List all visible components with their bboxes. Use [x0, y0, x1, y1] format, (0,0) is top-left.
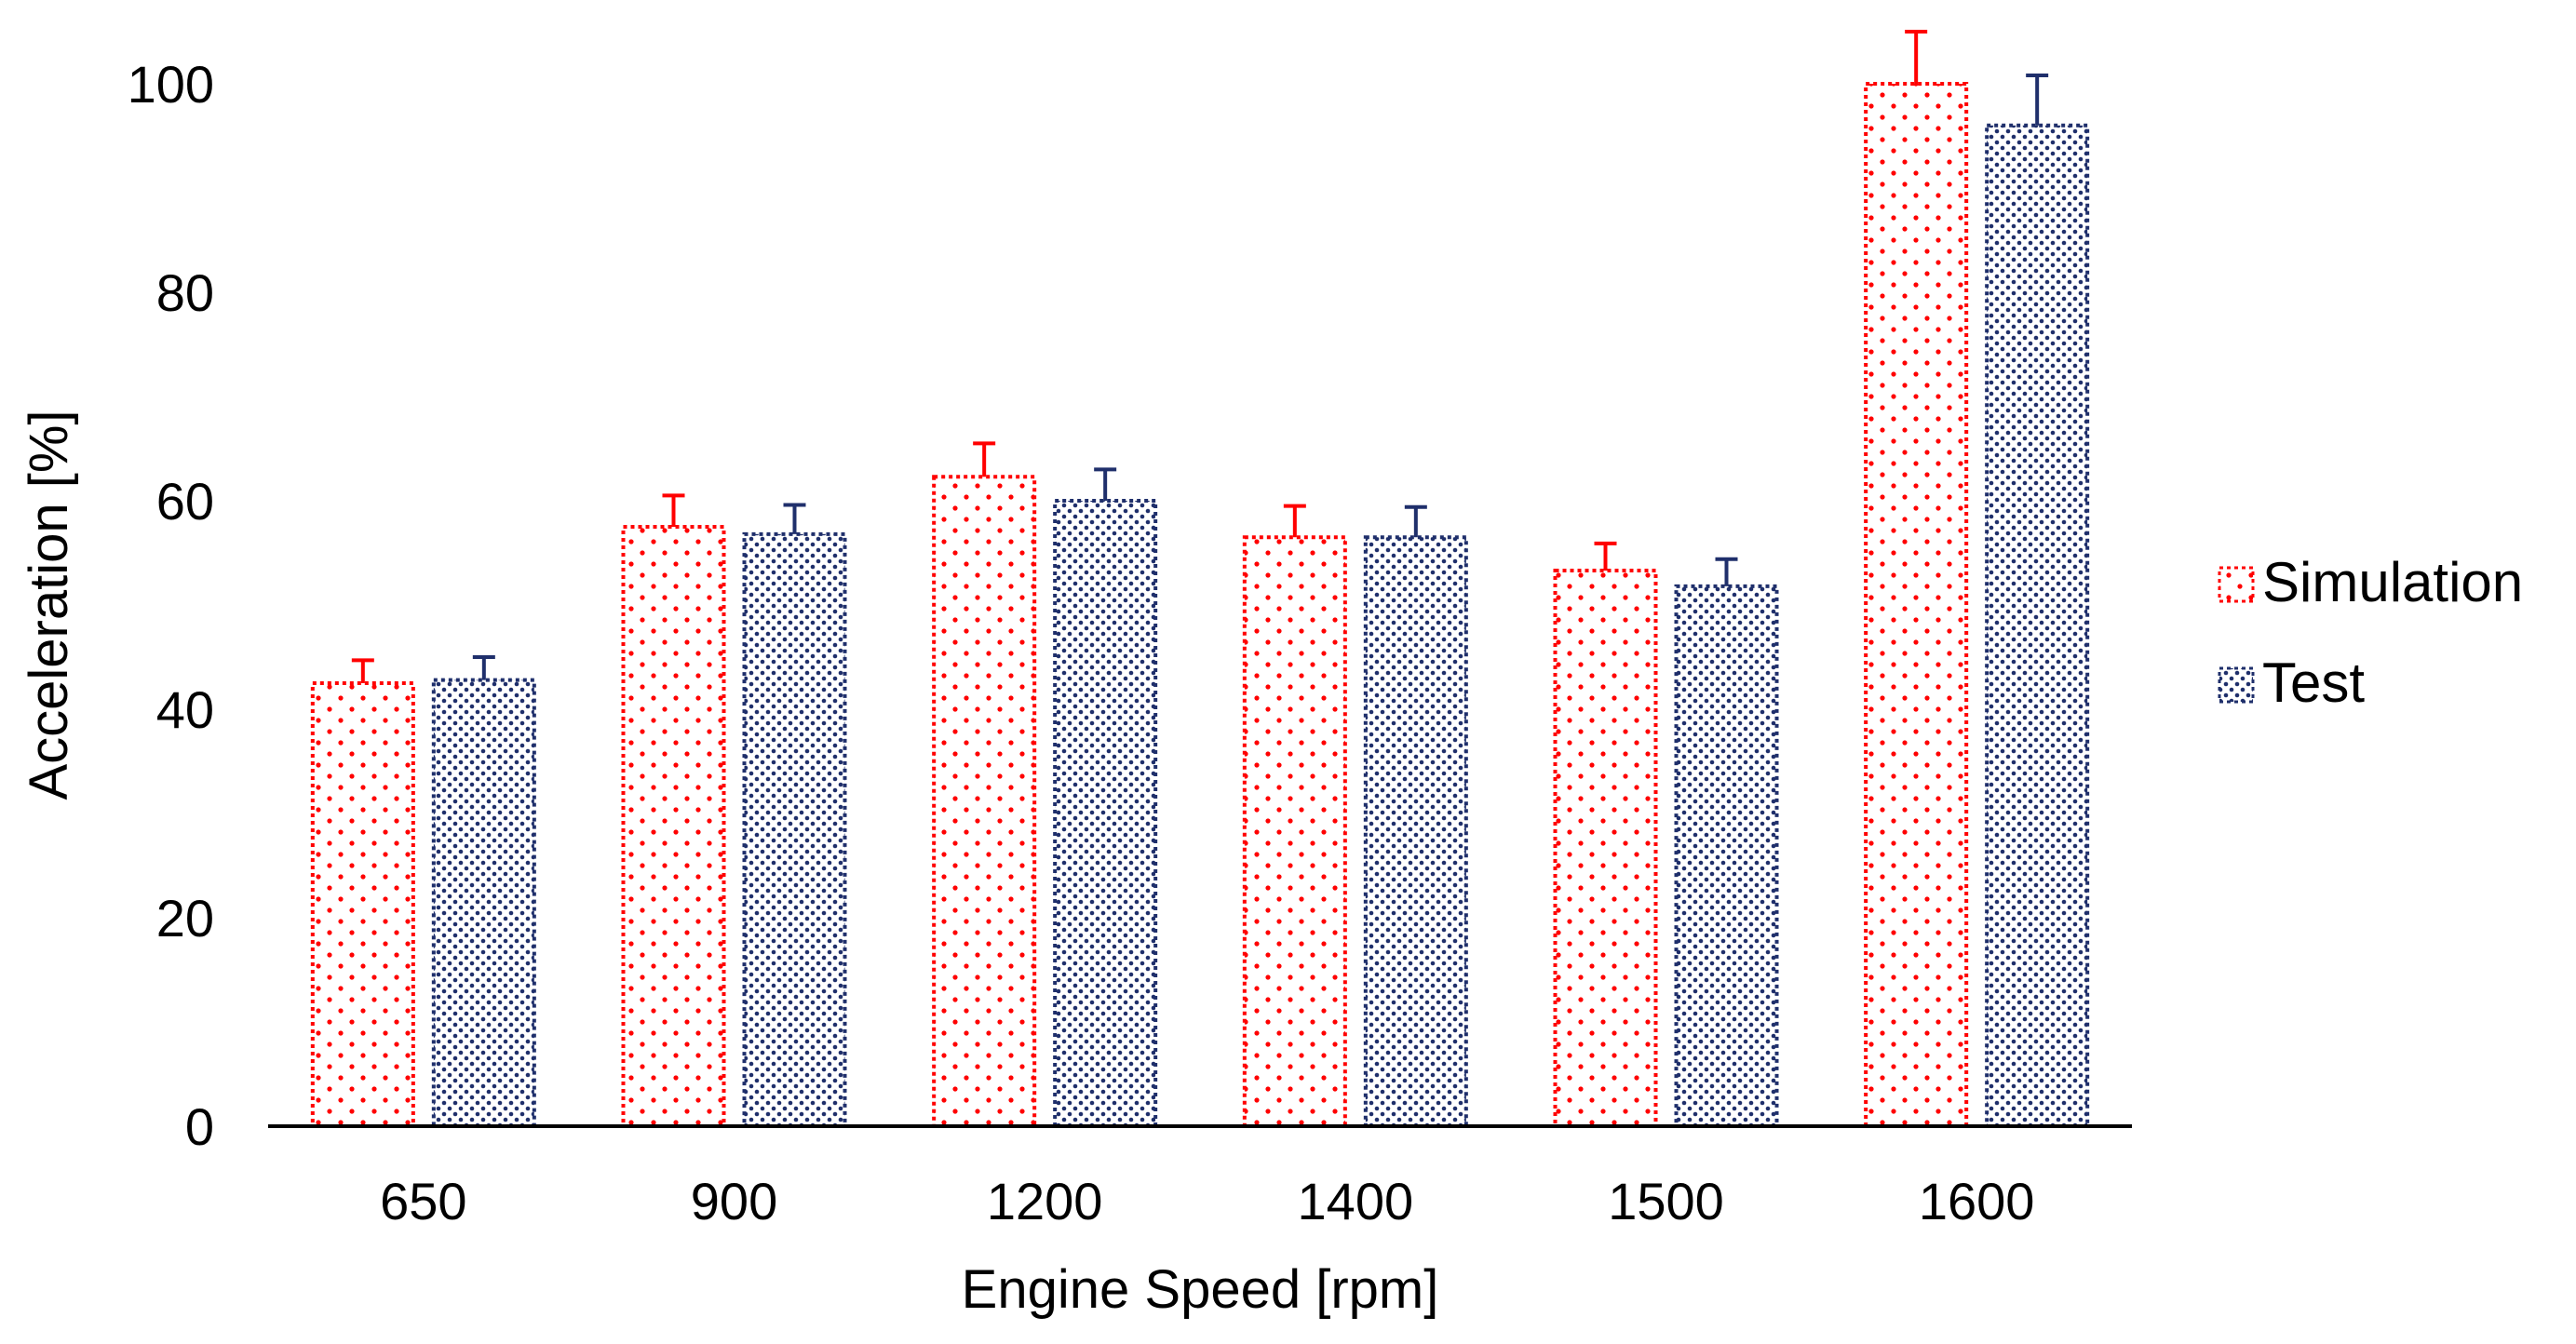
x-axis-title: Engine Speed [rpm]: [962, 1259, 1439, 1320]
y-tick-label: 60: [156, 472, 214, 531]
bar-test-1600: [1985, 123, 2090, 1128]
x-tick-label: 1600: [1919, 1172, 2035, 1230]
bar-test-1400: [1363, 535, 1468, 1128]
y-tick-label: 80: [156, 263, 214, 322]
error-bar-simulation-1500: [1594, 541, 1617, 571]
x-axis-ticks: 650 900 1200 1400 1500 1600: [380, 1172, 2034, 1230]
bar-simulation-1600: [1864, 82, 1969, 1128]
legend-swatch-simulation: [2218, 566, 2255, 603]
bar-simulation-1200: [932, 475, 1037, 1128]
y-axis-title: Acceleration [%]: [19, 410, 79, 800]
y-tick-label: 100: [128, 55, 214, 114]
legend-label-test: Test: [2262, 652, 2365, 714]
error-bar-test-1600: [2026, 74, 2049, 126]
error-bar-simulation-900: [662, 493, 685, 527]
bar-test-1500: [1674, 584, 1779, 1128]
x-tick-label: 1500: [1608, 1172, 1724, 1230]
y-tick-label: 40: [156, 680, 214, 739]
x-tick-label: 900: [691, 1172, 777, 1230]
error-bar-simulation-1400: [1283, 504, 1306, 538]
bar-test-900: [742, 531, 847, 1128]
error-bar-test-900: [783, 503, 806, 534]
bar-test-650: [431, 678, 536, 1128]
bar-simulation-900: [621, 525, 726, 1128]
error-bar-test-1200: [1094, 467, 1117, 501]
error-bar-simulation-1600: [1905, 30, 1928, 84]
bar-simulation-1500: [1553, 569, 1658, 1128]
legend-label-simulation: Simulation: [2262, 551, 2523, 613]
x-tick-label: 650: [380, 1172, 466, 1230]
legend: Simulation Test: [2218, 551, 2523, 714]
bar-test-1200: [1053, 499, 1158, 1128]
bar-simulation-1400: [1242, 535, 1347, 1128]
x-tick-label: 1200: [987, 1172, 1103, 1230]
y-tick-label: 20: [156, 889, 214, 948]
y-axis-ticks: 0 20 40 60 80 100: [128, 55, 214, 1156]
legend-swatch-test: [2218, 666, 2255, 704]
error-bar-test-650: [472, 655, 495, 680]
error-bars-layer: [351, 30, 2049, 683]
error-bar-test-1400: [1404, 504, 1427, 538]
x-tick-label: 1400: [1298, 1172, 1414, 1230]
bar-simulation-650: [310, 681, 415, 1128]
error-bar-simulation-650: [351, 658, 374, 683]
y-tick-label: 0: [185, 1097, 214, 1156]
bars-layer: [310, 82, 2090, 1128]
error-bar-test-1500: [1715, 557, 1738, 586]
error-bar-simulation-1200: [973, 441, 996, 477]
